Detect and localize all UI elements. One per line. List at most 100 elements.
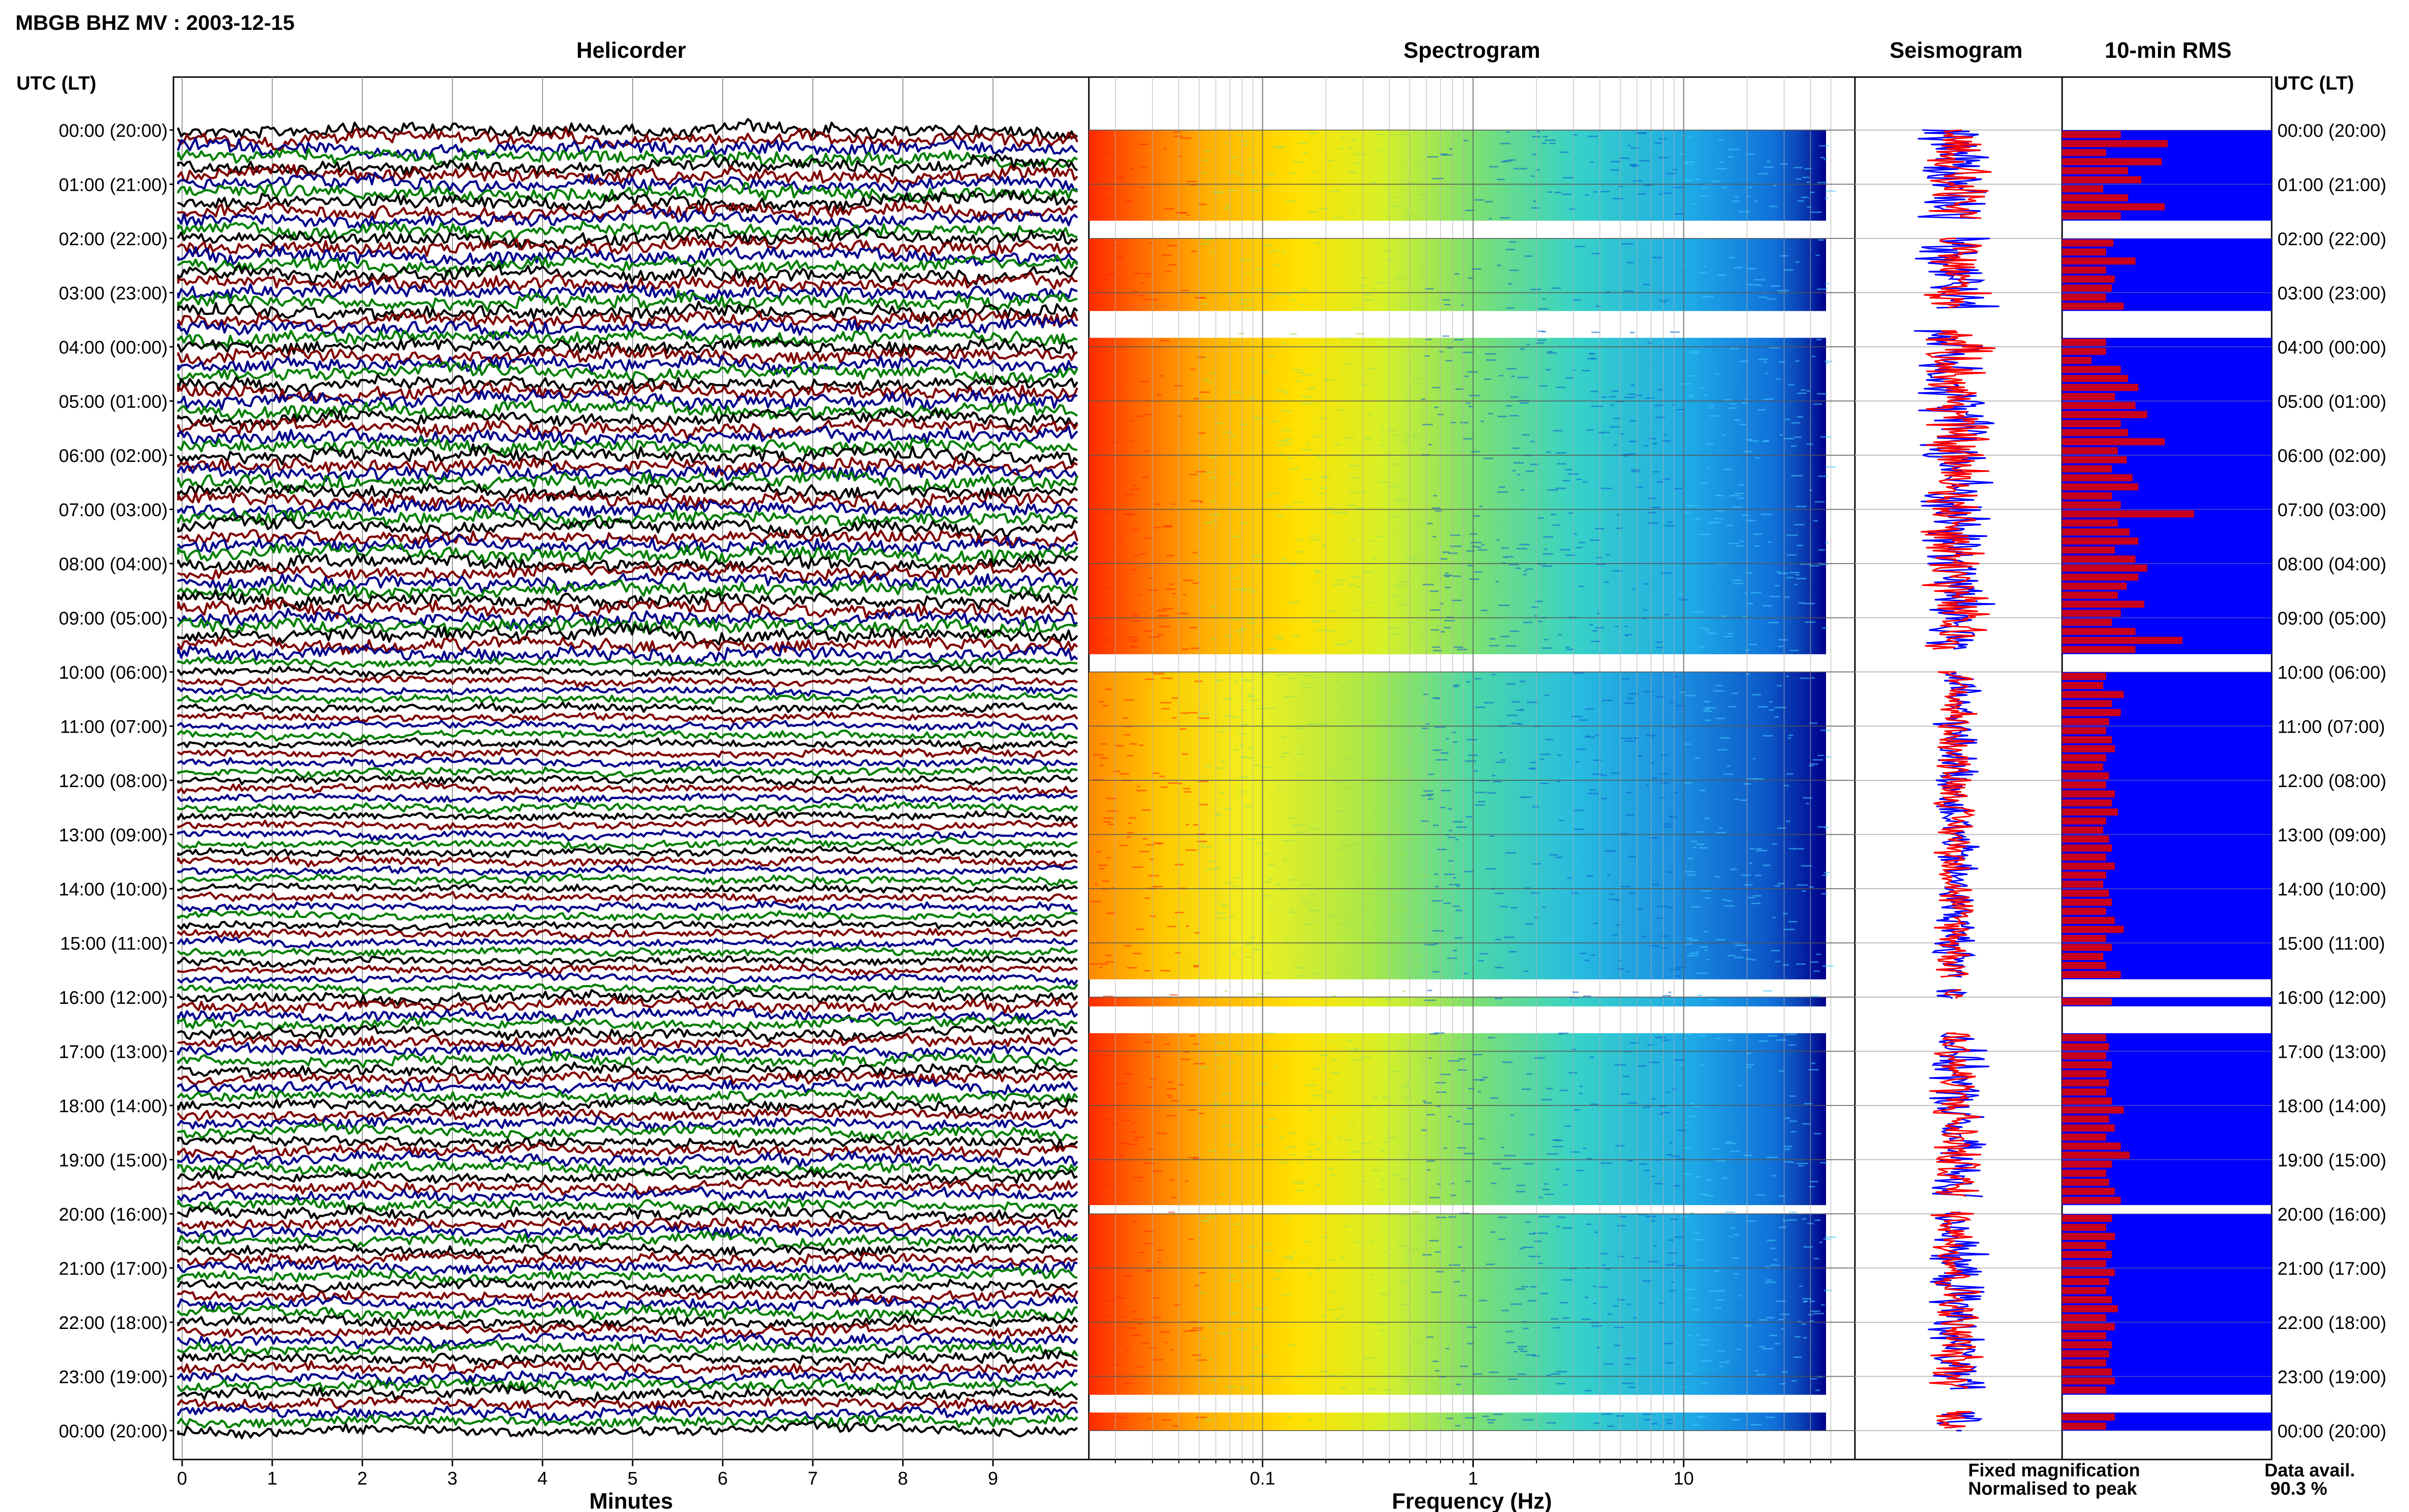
spectrogram-speckle (1759, 1040, 1769, 1042)
spectrogram-speckle (1809, 722, 1818, 724)
spectrogram-speckle (1276, 445, 1282, 446)
spectrogram-speckle (1499, 486, 1505, 488)
spectrogram-speckle (1204, 150, 1211, 152)
spectrogram-speckle (1581, 1318, 1591, 1320)
spectrogram-band (1089, 175, 1826, 185)
spectrogram-speckle (1795, 360, 1800, 362)
spectrogram-speckle (1692, 1424, 1701, 1426)
spectrogram-speckle (1623, 455, 1627, 457)
spectrogram-speckle (1547, 352, 1557, 354)
spectrogram-speckle (1165, 1341, 1168, 1343)
spectrogram-speckle (1818, 549, 1825, 551)
spectrogram-speckle (1289, 1154, 1297, 1156)
rms-bar (2062, 1196, 2121, 1204)
spectrogram-speckle (1809, 565, 1820, 567)
spectrogram-speckle (1729, 257, 1735, 259)
spectrogram-speckle (1321, 1096, 1325, 1098)
rms-background (2062, 1367, 2272, 1377)
hour-label-right: 22:00 (18:00) (2277, 1313, 2386, 1333)
spectrogram-speckle (1441, 154, 1452, 156)
spectrogram-speckle (1152, 772, 1160, 774)
spectrogram-speckle (1655, 142, 1662, 144)
spectrogram-speckle (1273, 635, 1284, 637)
helicorder-trace (177, 1169, 1078, 1186)
spectrogram-speckle (1537, 517, 1544, 519)
spectrogram-speckle (1444, 873, 1455, 875)
spectrogram-speckle (1262, 853, 1268, 855)
spectrogram-speckle (1276, 514, 1284, 516)
spectrogram-speckle (1615, 899, 1621, 901)
rms-bar (2062, 1422, 2106, 1430)
spectrogram-speckle (1099, 764, 1104, 766)
spectrogram-speckle (1268, 879, 1273, 881)
spectrogram-speckle (1558, 1216, 1565, 1218)
spectrogram-speckle (1521, 1286, 1529, 1288)
spectrogram-speckle (1295, 727, 1305, 729)
spectrogram-speckle (1218, 731, 1224, 733)
spectrogram-speckle (1546, 1422, 1556, 1424)
spectrogram-speckle (1193, 824, 1199, 826)
spectrogram-speckle (1680, 383, 1691, 385)
spectrogram-speckle (1796, 178, 1801, 180)
spectrogram-speckle (1392, 463, 1399, 465)
spectrogram-speckle (1492, 673, 1496, 675)
helicorder-trace (177, 1097, 1078, 1115)
spectrogram-speckle (1401, 772, 1412, 774)
spectrogram-speckle (1156, 394, 1162, 396)
spectrogram-speckle (1793, 848, 1804, 850)
spectrogram-speckle (1156, 610, 1166, 612)
spectrogram-speckle (1326, 1142, 1330, 1144)
rms-background (2062, 834, 2272, 844)
spectrogram-speckle (1389, 1071, 1399, 1073)
spectrogram-speckle (1605, 1268, 1610, 1270)
spectrogram-speckle (1813, 970, 1820, 972)
spectrogram-speckle (1114, 256, 1123, 258)
spectrogram-speckle (1179, 156, 1182, 158)
spectrogram-speckle (1544, 139, 1556, 141)
spectrogram-xtick-label: 0.1 (1250, 1469, 1275, 1489)
spectrogram-speckle (1136, 928, 1144, 930)
spectrogram-speckle (1699, 847, 1707, 849)
spectrogram-speckle (1190, 1035, 1196, 1037)
spectrogram-speckle (1312, 171, 1317, 173)
hour-label-left: 21:00 (17:00) (59, 1259, 168, 1279)
spectrogram-speckle (1601, 396, 1607, 398)
helicorder-xtick-label: 5 (627, 1469, 637, 1489)
spectrogram-speckle (1297, 372, 1305, 374)
rms-background (2062, 1051, 2272, 1061)
spectrogram-speckle (1557, 463, 1567, 465)
spectrogram-speckle (1434, 1032, 1445, 1034)
spectrogram-speckle (1401, 1280, 1411, 1282)
spectrogram-speckle (1677, 1130, 1687, 1131)
spectrogram-speckle (1634, 737, 1637, 739)
spectrogram-speckle (1283, 392, 1288, 394)
spectrogram-speckle (1425, 723, 1430, 725)
spectrogram-speckle (1333, 444, 1341, 446)
spectrogram-speckle (1242, 679, 1252, 681)
spectrogram-speckle (1424, 1102, 1432, 1104)
spectrogram-speckle (1456, 885, 1459, 887)
spectrogram-speckle (1172, 717, 1177, 719)
spectrogram-speckle (1661, 572, 1672, 574)
spectrogram-speckle (1746, 153, 1755, 155)
spectrogram-speckle (1659, 1321, 1664, 1323)
spectrogram-speckle (1563, 1184, 1568, 1186)
spectrogram-speckle (1263, 245, 1272, 246)
spectrogram-speckle (1433, 943, 1439, 945)
spectrogram-speckle (1193, 965, 1200, 967)
spectrogram-speckle (1448, 1216, 1456, 1218)
spectrogram-speckle (1420, 272, 1430, 274)
spectrogram-speckle (1390, 206, 1401, 207)
spectrogram-speckle (1334, 644, 1342, 645)
spectrogram-speckle (1506, 405, 1512, 407)
spectrogram-speckle (1630, 1042, 1639, 1044)
spectrogram-speckle (1105, 955, 1112, 956)
spectrogram-band (1089, 302, 1826, 311)
spectrogram-speckle (1348, 172, 1357, 174)
spectrogram-speckle (1379, 1189, 1386, 1191)
spectrogram-speckle (1794, 436, 1802, 438)
spectrogram-speckle (1821, 893, 1827, 894)
spectrogram-speckle (1481, 544, 1485, 546)
spectrogram-speckle (1336, 579, 1347, 581)
spectrogram-speckle (1432, 536, 1436, 538)
